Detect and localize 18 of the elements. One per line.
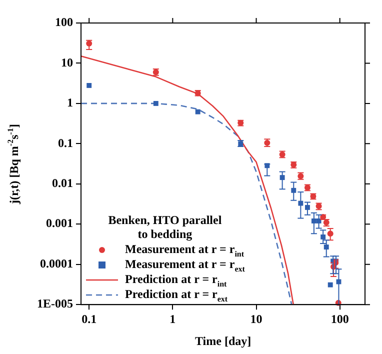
y-tick-label: 0.0001: [40, 256, 73, 270]
x-tick-label: 10: [250, 312, 262, 326]
legend-label: Prediction at r = r$_{int}$: [125, 272, 227, 288]
y-tick-label: 0.1: [58, 136, 73, 150]
y-tick-label: 10: [61, 55, 73, 70]
legend-label: Prediction at r = r$_{ext}$: [125, 286, 228, 304]
y-tick-label: 1: [67, 96, 73, 110]
legend-title: Benken, HTO parallel to bedding: [107, 212, 223, 241]
x-tick-label: 0.1: [82, 312, 97, 326]
y-tick-label: 0.001: [46, 216, 73, 230]
x-tick-label: 100: [330, 312, 349, 326]
x-tick-label: 1: [170, 312, 176, 326]
legend-label: Measurement at r = r$_{ext}$: [125, 256, 245, 274]
x-axis-title: Time [day]: [195, 334, 252, 349]
y-tick-label: 100: [55, 15, 73, 30]
y-tick-label: 1E-005: [37, 296, 73, 311]
y-tick-label: 0.01: [52, 176, 73, 190]
legend-label: Measurement at r = r$_{int}$: [125, 242, 244, 258]
